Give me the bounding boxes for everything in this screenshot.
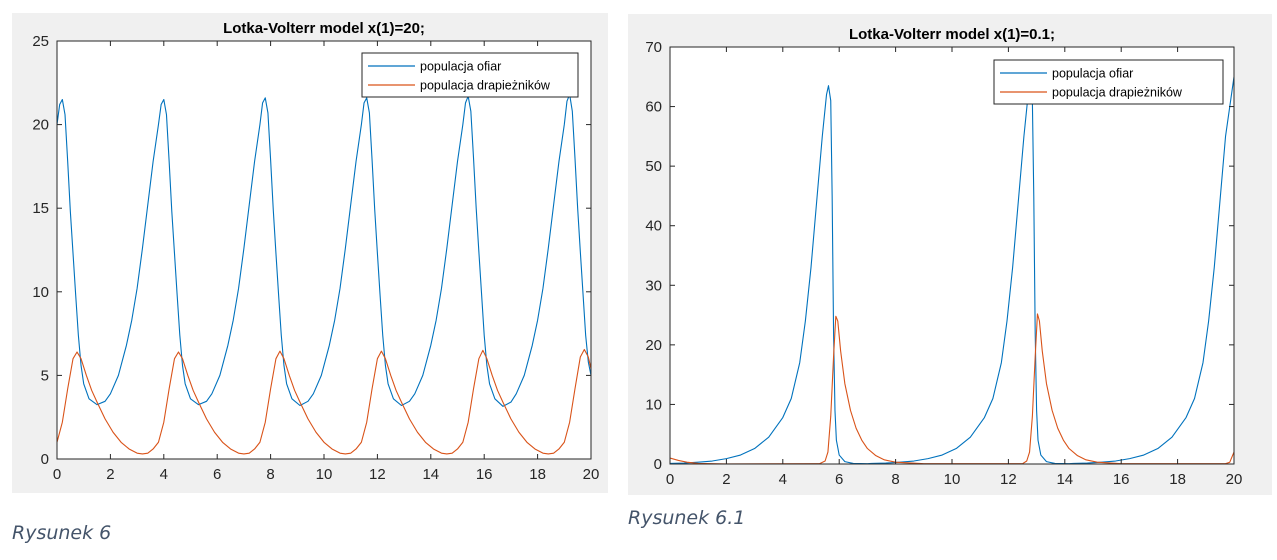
caption-figure-6: Rysunek 6 bbox=[12, 522, 112, 544]
legend-label: populacja ofiar bbox=[420, 60, 501, 74]
figure-prey-predator-x20: Lotka-Volterr model x(1)=20; 0 2 4 6 8 10 12 14 1… bbox=[12, 13, 608, 493]
x-tick-label: 16 bbox=[476, 466, 493, 483]
y-tick-label: 15 bbox=[32, 200, 49, 217]
y-tick-label: 30 bbox=[645, 277, 662, 294]
legend-box bbox=[361, 52, 579, 98]
y-tick-label: 25 bbox=[32, 33, 49, 50]
legend-label: populacja ofiar bbox=[1052, 67, 1133, 81]
legend: populacja ofiar populacja drapieżników bbox=[361, 52, 579, 98]
series-line-prey bbox=[670, 76, 1234, 464]
legend-label: populacja drapieżników bbox=[1052, 86, 1183, 100]
x-tick-label: 8 bbox=[891, 471, 899, 488]
x-tick-label: 20 bbox=[1226, 471, 1243, 488]
legend-box bbox=[993, 59, 1224, 105]
caption-figure-6-1: Rysunek 6.1 bbox=[628, 507, 746, 529]
x-tick-label: 2 bbox=[106, 466, 114, 483]
x-tick-label: 14 bbox=[422, 466, 439, 483]
figure-prey-predator-x01: Lotka-Volterr model x(1)=0.1; 0 2 4 6 8 10 12 14… bbox=[628, 14, 1272, 495]
y-tick-label: 70 bbox=[645, 39, 662, 56]
x-tick-label: 12 bbox=[1000, 471, 1017, 488]
y-tick-label: 40 bbox=[645, 218, 662, 235]
x-tick-label: 18 bbox=[529, 466, 546, 483]
y-tick-label: 20 bbox=[32, 117, 49, 134]
y-tick-label: 0 bbox=[41, 451, 49, 468]
x-tick-label: 20 bbox=[583, 466, 600, 483]
x-tick-label: 4 bbox=[160, 466, 168, 483]
chart-title: Lotka-Volterr model x(1)=0.1; bbox=[849, 26, 1055, 43]
chart-title: Lotka-Volterr model x(1)=20; bbox=[223, 20, 425, 37]
chart-x20: Lotka-Volterr model x(1)=20; 0 2 4 6 8 10 12 14 1… bbox=[32, 20, 600, 483]
x-tick-label: 0 bbox=[53, 466, 61, 483]
chart-x01: Lotka-Volterr model x(1)=0.1; 0 2 4 6 8 10 12 14… bbox=[645, 26, 1243, 488]
x-tick-label: 16 bbox=[1113, 471, 1130, 488]
y-tick-label: 20 bbox=[645, 337, 662, 354]
plot-area bbox=[670, 47, 1234, 464]
y-tick-label: 50 bbox=[645, 158, 662, 175]
y-tick-label: 5 bbox=[41, 367, 49, 384]
plot-area bbox=[57, 41, 591, 459]
x-tick-label: 12 bbox=[369, 466, 386, 483]
x-tick-label: 14 bbox=[1056, 471, 1073, 488]
y-tick-label: 0 bbox=[654, 456, 662, 473]
y-tick-label: 10 bbox=[645, 396, 662, 413]
x-tick-label: 4 bbox=[779, 471, 787, 488]
legend-label: populacja drapieżników bbox=[420, 79, 551, 93]
series-line-predator bbox=[670, 313, 1234, 464]
y-tick-label: 60 bbox=[645, 99, 662, 116]
x-tick-label: 10 bbox=[944, 471, 961, 488]
y-tick-label: 10 bbox=[32, 284, 49, 301]
x-tick-label: 6 bbox=[213, 466, 221, 483]
x-tick-label: 6 bbox=[835, 471, 843, 488]
series-line-prey bbox=[57, 93, 591, 407]
x-tick-label: 18 bbox=[1169, 471, 1186, 488]
x-tick-label: 8 bbox=[266, 466, 274, 483]
legend: populacja ofiar populacja drapieżników bbox=[993, 59, 1224, 105]
x-tick-label: 10 bbox=[316, 466, 333, 483]
x-tick-label: 2 bbox=[722, 471, 730, 488]
x-tick-label: 0 bbox=[666, 471, 674, 488]
series-line-predator bbox=[57, 348, 591, 455]
